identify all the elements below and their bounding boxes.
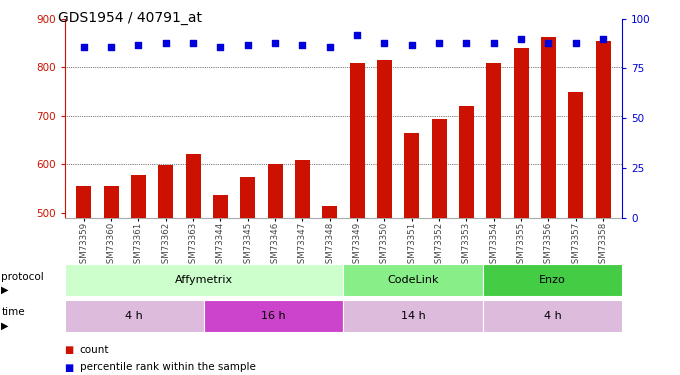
Bar [596, 40, 611, 218]
Text: time: time [1, 307, 25, 317]
Point [297, 42, 308, 48]
Point [571, 40, 581, 46]
Point [543, 40, 554, 46]
Bar [568, 92, 583, 218]
Point [488, 40, 499, 46]
Bar [76, 186, 91, 218]
Point [515, 36, 526, 42]
Text: ▶: ▶ [1, 285, 9, 295]
Bar [103, 186, 118, 218]
Text: 16 h: 16 h [261, 311, 286, 321]
Text: ■: ■ [65, 363, 74, 372]
Point [242, 42, 253, 48]
Point [406, 42, 417, 48]
Point [352, 32, 362, 38]
Bar [513, 48, 528, 217]
Bar [322, 206, 337, 218]
Point [324, 44, 335, 50]
Text: count: count [80, 345, 109, 355]
Text: Enzo: Enzo [539, 275, 566, 285]
Bar [483, 300, 622, 332]
Text: percentile rank within the sample: percentile rank within the sample [80, 363, 256, 372]
Text: 4 h: 4 h [125, 311, 143, 321]
Text: ▶: ▶ [1, 320, 9, 330]
Text: GDS1954 / 40791_at: GDS1954 / 40791_at [58, 11, 202, 25]
Text: CodeLink: CodeLink [388, 275, 439, 285]
Bar [343, 264, 483, 296]
Bar [158, 165, 173, 218]
Point [379, 40, 390, 46]
Bar [343, 300, 483, 332]
Bar [483, 264, 622, 296]
Text: ■: ■ [65, 345, 74, 355]
Bar [267, 164, 283, 218]
Point [78, 44, 89, 50]
Bar [486, 63, 501, 217]
Point [270, 40, 281, 46]
Point [188, 40, 199, 46]
Bar [541, 37, 556, 218]
Bar [377, 60, 392, 217]
Bar [213, 195, 228, 217]
Text: Affymetrix: Affymetrix [175, 275, 233, 285]
Bar [459, 106, 474, 218]
Point [105, 44, 116, 50]
Bar [186, 154, 201, 218]
Bar [131, 175, 146, 217]
Bar [295, 160, 310, 218]
Bar [240, 177, 255, 218]
Text: 4 h: 4 h [543, 311, 562, 321]
Bar [204, 300, 343, 332]
Point [598, 36, 609, 42]
Bar [65, 300, 204, 332]
Point [461, 40, 472, 46]
Point [133, 42, 144, 48]
Bar [350, 63, 364, 217]
Point [215, 44, 226, 50]
Text: 14 h: 14 h [401, 311, 426, 321]
Text: protocol: protocol [1, 272, 44, 282]
Bar [404, 133, 420, 218]
Point [160, 40, 171, 46]
Bar [65, 264, 343, 296]
Point [434, 40, 445, 46]
Bar [432, 119, 447, 218]
